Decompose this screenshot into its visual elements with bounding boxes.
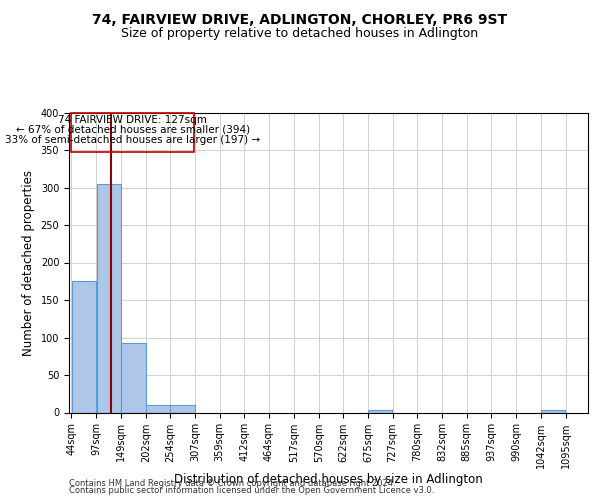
Bar [170,405,195,412]
Text: ← 67% of detached houses are smaller (394): ← 67% of detached houses are smaller (39… [16,125,250,135]
Bar [71,112,194,152]
Text: 74, FAIRVIEW DRIVE, ADLINGTON, CHORLEY, PR6 9ST: 74, FAIRVIEW DRIVE, ADLINGTON, CHORLEY, … [92,12,508,26]
Bar [146,405,170,412]
Bar [368,410,392,412]
Bar [97,184,121,412]
Bar [541,410,565,412]
Text: Size of property relative to detached houses in Adlington: Size of property relative to detached ho… [121,28,479,40]
Bar [121,343,146,412]
Text: 74 FAIRVIEW DRIVE: 127sqm: 74 FAIRVIEW DRIVE: 127sqm [58,115,207,125]
Y-axis label: Number of detached properties: Number of detached properties [22,170,35,356]
Text: Contains public sector information licensed under the Open Government Licence v3: Contains public sector information licen… [69,486,434,495]
X-axis label: Distribution of detached houses by size in Adlington: Distribution of detached houses by size … [174,473,483,486]
Bar [72,281,96,412]
Text: 33% of semi-detached houses are larger (197) →: 33% of semi-detached houses are larger (… [5,134,260,144]
Text: Contains HM Land Registry data © Crown copyright and database right 2024.: Contains HM Land Registry data © Crown c… [69,478,395,488]
